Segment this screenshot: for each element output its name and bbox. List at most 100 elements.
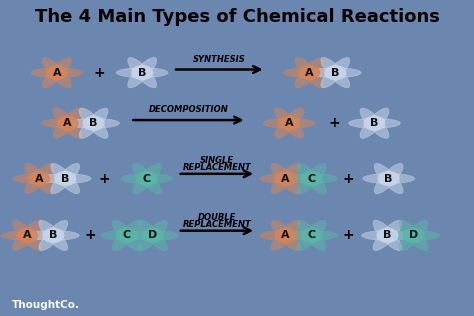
Ellipse shape [348,118,401,128]
Ellipse shape [128,58,157,88]
Ellipse shape [373,220,402,251]
Ellipse shape [101,230,153,240]
Text: D: D [148,230,157,240]
Ellipse shape [42,58,72,88]
Text: A: A [23,230,32,240]
Circle shape [403,228,424,242]
Ellipse shape [374,163,403,194]
Ellipse shape [42,118,93,128]
Text: D: D [409,230,418,240]
Ellipse shape [399,220,428,251]
Ellipse shape [321,58,350,88]
Ellipse shape [362,230,413,240]
Text: B: B [49,230,57,240]
Circle shape [377,228,398,242]
Ellipse shape [121,173,173,184]
Ellipse shape [263,118,315,128]
Ellipse shape [51,163,80,194]
Circle shape [57,116,78,130]
Text: A: A [285,118,293,128]
Text: +: + [99,172,110,185]
Ellipse shape [297,163,326,194]
Text: DOUBLE: DOUBLE [198,213,236,222]
Ellipse shape [283,68,335,78]
Ellipse shape [39,220,68,251]
Text: B: B [370,118,379,128]
Ellipse shape [1,230,53,240]
Ellipse shape [295,58,324,88]
Text: B: B [331,68,339,78]
Ellipse shape [132,163,162,194]
Circle shape [117,228,137,242]
Circle shape [29,172,49,185]
Text: C: C [308,230,316,240]
Text: ThoughtCo.: ThoughtCo. [12,300,80,310]
Text: DECOMPOSITION: DECOMPOSITION [148,106,228,114]
Ellipse shape [360,108,389,138]
Ellipse shape [13,220,42,251]
Text: C: C [308,173,316,184]
Circle shape [17,228,37,242]
Ellipse shape [13,220,42,251]
Ellipse shape [310,68,361,78]
Ellipse shape [360,108,389,138]
Ellipse shape [286,173,337,184]
Ellipse shape [25,163,54,194]
Ellipse shape [127,230,179,240]
Ellipse shape [112,220,141,251]
Ellipse shape [132,163,162,194]
Circle shape [279,116,300,130]
Ellipse shape [274,108,304,138]
Ellipse shape [112,220,141,251]
Text: B: B [383,230,392,240]
Ellipse shape [53,108,82,138]
Ellipse shape [116,68,168,78]
Ellipse shape [39,173,91,184]
Circle shape [46,66,67,80]
Ellipse shape [297,220,326,251]
Ellipse shape [79,108,108,138]
Text: SYNTHESIS: SYNTHESIS [193,55,246,64]
Circle shape [299,66,319,80]
Text: +: + [94,66,105,80]
Text: A: A [35,173,44,184]
Ellipse shape [271,163,300,194]
Circle shape [143,228,163,242]
Text: +: + [84,228,96,242]
Circle shape [55,172,75,185]
Ellipse shape [271,163,300,194]
Circle shape [43,228,64,242]
Ellipse shape [297,163,326,194]
Text: A: A [305,68,314,78]
Text: The 4 Main Types of Chemical Reactions: The 4 Main Types of Chemical Reactions [35,9,439,26]
Text: B: B [90,118,98,128]
Circle shape [378,172,399,185]
Text: +: + [328,116,340,130]
Ellipse shape [373,220,402,251]
Text: C: C [143,173,151,184]
Circle shape [137,172,157,185]
Text: B: B [138,68,146,78]
Ellipse shape [51,163,80,194]
Ellipse shape [138,220,167,251]
Circle shape [275,228,296,242]
Ellipse shape [399,220,428,251]
Text: SINGLE: SINGLE [200,156,234,165]
Ellipse shape [138,220,167,251]
Ellipse shape [271,220,300,251]
Text: B: B [61,173,69,184]
Circle shape [301,228,322,242]
Ellipse shape [42,58,72,88]
Ellipse shape [388,230,439,240]
Ellipse shape [297,220,326,251]
Ellipse shape [27,230,79,240]
Circle shape [275,172,296,185]
Ellipse shape [79,108,108,138]
Text: +: + [343,228,354,242]
Ellipse shape [53,108,82,138]
Text: A: A [63,118,72,128]
Text: B: B [384,173,393,184]
Ellipse shape [31,68,83,78]
Text: +: + [343,172,354,185]
Text: A: A [53,68,61,78]
